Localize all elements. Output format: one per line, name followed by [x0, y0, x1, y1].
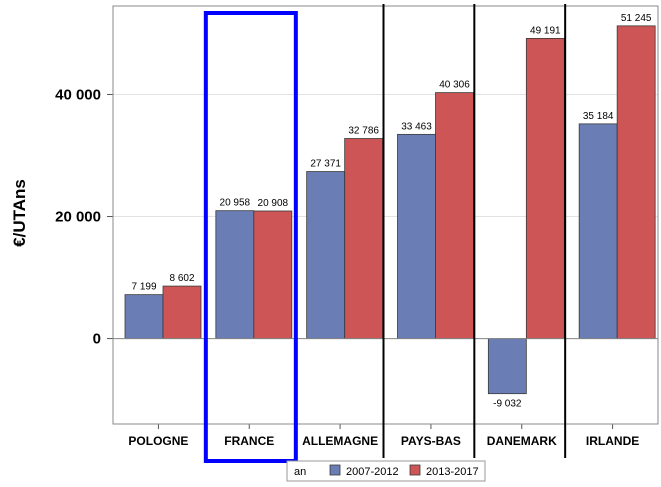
data-label: 20 908	[258, 198, 289, 209]
data-label: 8 602	[169, 273, 194, 284]
data-label: 40 306	[439, 80, 470, 91]
data-label: 33 463	[401, 121, 432, 132]
legend-label: 2013-2017	[426, 466, 479, 478]
bar	[578, 123, 618, 339]
bars	[124, 25, 656, 395]
data-label: 35 184	[583, 111, 614, 122]
x-tick-label: POLOGNE	[128, 434, 188, 448]
data-label: 27 371	[310, 159, 341, 170]
bar	[487, 338, 527, 395]
data-label: 20 958	[220, 198, 251, 209]
y-tick-label: 40 000	[55, 86, 101, 103]
legend-label: 2007-2012	[346, 466, 399, 478]
legend-title: an	[294, 466, 306, 478]
plot-frame	[112, 5, 659, 425]
data-label: 32 786	[348, 126, 379, 137]
y-tick-label: 0	[93, 331, 101, 348]
data-labels: 7 199 8 602 20 958 20 908 27 371 32 786 33 463…	[131, 13, 651, 410]
bar	[616, 25, 656, 339]
overlays	[203, 4, 567, 463]
bar	[344, 138, 384, 339]
bar	[397, 133, 436, 339]
data-label: 51 245	[621, 13, 652, 24]
bar	[215, 210, 255, 339]
data-label: -9 032	[493, 399, 522, 410]
x-tick-label: DANEMARK	[487, 434, 557, 448]
data-label: 49 191	[530, 25, 561, 36]
y-tick-label: 20 000	[55, 209, 101, 226]
highlight-box	[203, 11, 298, 463]
bar	[253, 210, 293, 339]
legend-swatch	[409, 464, 421, 476]
bar	[435, 92, 474, 339]
data-label: 7 199	[131, 282, 156, 293]
legend: an 2007-2012 2013-2017	[286, 460, 486, 482]
bar	[306, 171, 346, 339]
bar	[124, 294, 164, 339]
x-tick-label: IRLANDE	[586, 434, 639, 448]
bar	[525, 37, 565, 339]
x-tick-label: ALLEMAGNE	[302, 434, 378, 448]
axes: 0 20 000 40 000 POLOGNE FRANCE ALLEMAGNE PAYS-…	[55, 5, 659, 448]
legend-swatch	[329, 464, 341, 476]
bar	[162, 285, 202, 339]
x-tick-label: PAYS-BAS	[401, 434, 461, 448]
x-tick-label: FRANCE	[224, 434, 274, 448]
y-axis-label: €/UTAns	[10, 179, 29, 247]
